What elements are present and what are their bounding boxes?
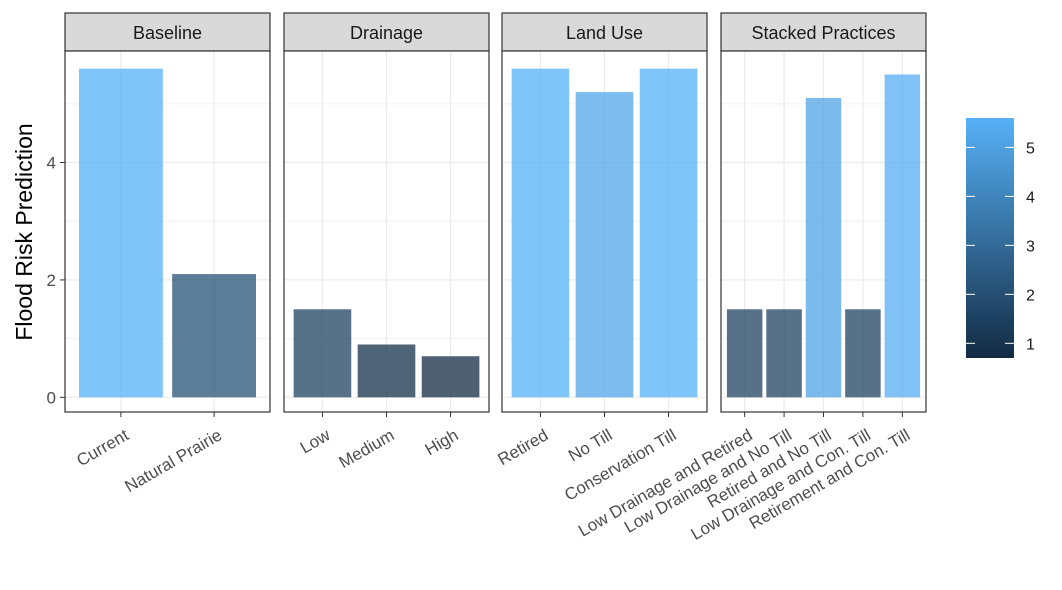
bar <box>639 68 698 398</box>
bar <box>511 68 570 398</box>
bar <box>575 92 634 398</box>
y-axis-label: Flood Risk Prediction <box>11 123 37 340</box>
y-tick-label: 2 <box>47 271 56 290</box>
facet-strip <box>283 12 490 52</box>
bar <box>805 97 842 398</box>
x-tick-label: Current <box>73 425 132 470</box>
facet-title: Land Use <box>566 23 643 43</box>
facet-panel: Drainage Low Medium High <box>283 12 490 472</box>
bar <box>78 68 163 398</box>
bar <box>357 344 416 398</box>
legend-tick-label: 3 <box>1026 238 1035 255</box>
facet-strip <box>501 12 708 52</box>
x-tick-label: Natural Prairie <box>121 425 225 496</box>
color-legend: 1 2 3 4 5 <box>966 118 1035 358</box>
x-tick-label: Retired <box>494 425 551 469</box>
x-tick-label: Medium <box>336 425 398 472</box>
bar <box>845 309 881 398</box>
y-axis: 0 2 4 <box>47 154 65 407</box>
legend-colorbar <box>966 118 1014 358</box>
legend-tick-label: 4 <box>1026 189 1035 206</box>
legend-tick-label: 2 <box>1026 287 1035 304</box>
bar <box>421 356 480 398</box>
bar <box>293 309 352 398</box>
bar <box>884 74 921 398</box>
bar <box>766 309 802 398</box>
y-tick-label: 0 <box>47 388 56 407</box>
x-tick-label: No Till <box>565 425 615 465</box>
x-tick-label: Low <box>297 425 334 457</box>
legend-tick-label: 5 <box>1026 140 1035 157</box>
facet-title: Stacked Practices <box>751 23 895 43</box>
x-tick-label: High <box>422 425 462 459</box>
y-tick-label: 4 <box>47 154 56 173</box>
legend-tick-label: 1 <box>1026 336 1035 353</box>
panel-border <box>64 50 271 413</box>
facet-strip <box>64 12 271 52</box>
facet-title: Drainage <box>350 23 423 43</box>
bar <box>172 274 257 398</box>
facet-title: Baseline <box>133 23 202 43</box>
bar <box>726 309 763 398</box>
